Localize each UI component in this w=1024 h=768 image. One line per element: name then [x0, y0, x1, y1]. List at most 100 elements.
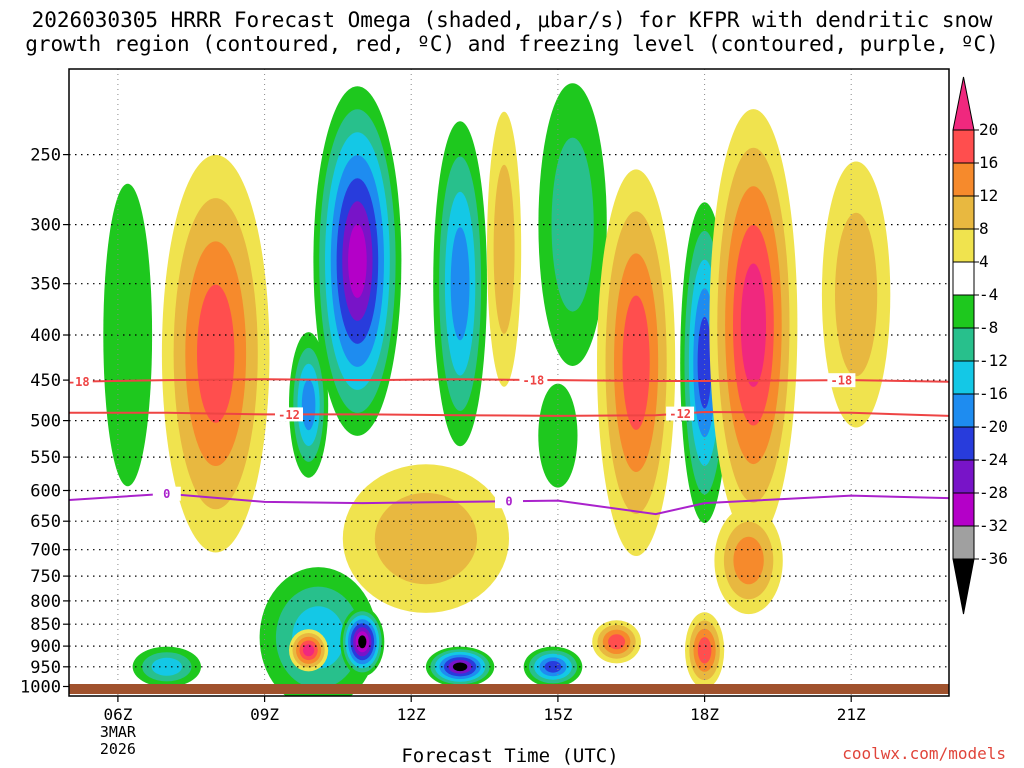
colorbar-label-1: 16: [979, 153, 998, 172]
y-tick-label-300: 300: [30, 216, 61, 236]
colorbar-swatch-10: [952, 426, 975, 461]
y-tick-label-1000: 1000: [20, 678, 61, 698]
omega-band-ascent-11Z-upper--32: [348, 224, 367, 298]
colorbar-swatch-14: [952, 558, 975, 615]
y-tick-label-950: 950: [30, 658, 61, 678]
omega-band-descent-19Z-20: [740, 263, 767, 387]
source-credit[interactable]: coolwx.com/models: [842, 744, 1006, 763]
colorbar-label-5: -4: [979, 285, 998, 304]
y-tick-label-350: 350: [30, 275, 61, 295]
contour-dendritic--18: [69, 378, 949, 383]
contour-label-bg-freezing-level-1: [495, 494, 523, 509]
x-tick-label-6: 06Z: [103, 705, 132, 724]
omega-band-descent-13Z-upper-8: [493, 164, 515, 334]
contour-lines: -18 -18 -18 -12 -12 0 0: [68, 372, 949, 516]
colorbar-swatch-8: [952, 360, 975, 395]
colorbar-label-3: 8: [979, 219, 989, 238]
colorbar-swatch-2: [952, 162, 975, 197]
omega-band-ascent-11Z-low--36: [358, 635, 367, 649]
contour-label-freezing-level-0: 0: [163, 487, 170, 501]
colorbar-label-12: -32: [979, 516, 1008, 535]
colorbar-swatch-1: [952, 129, 975, 164]
colorbar-label-6: -8: [979, 318, 998, 337]
y-tick-label-650: 650: [30, 512, 61, 532]
colorbar: 20 16 12 8 4 -4 -8 -12 -16 -20 -24 -28 -32 -36: [952, 76, 1008, 615]
contour-label-bg-dendritic--18-1: [519, 372, 548, 387]
colorbar-swatch-6: [952, 294, 975, 329]
x-tick-label-9: 09Z: [250, 705, 279, 724]
contour-label-dendritic--18-2: -18: [831, 374, 853, 388]
y-tick-label-550: 550: [30, 448, 61, 468]
colorbar-swatch-12: [952, 492, 975, 527]
x-tick-label-18: 18Z: [690, 705, 719, 724]
colorbar-label-9: -20: [979, 417, 1008, 436]
contour-dendritic--12: [69, 410, 949, 417]
omega-band-descent-19Z-mid-12: [733, 536, 764, 585]
contour-label-freezing-level-1: 0: [505, 495, 512, 509]
omega-shading: [103, 83, 891, 696]
omega-band-descent-18Z-low-16: [697, 637, 712, 664]
y-tick-label-500: 500: [30, 412, 61, 432]
omega-band-descent-12Z-mid-8: [374, 492, 477, 585]
colorbar-swatch-11: [952, 459, 975, 494]
colorbar-swatch-0: [952, 76, 975, 131]
omega-band-descent-08Z-16: [197, 284, 235, 423]
contour-label-bg-dendritic--12-0: [275, 407, 303, 422]
contour-label-bg-dendritic--12-1: [666, 406, 695, 421]
contour-label-bg-freezing-level-0: [152, 486, 181, 501]
y-tick-label-600: 600: [30, 482, 61, 502]
omega-band-descent-21Z-8: [835, 212, 878, 377]
colorbar-swatch-9: [952, 393, 975, 428]
chart-title: 2026030305 HRRR Forecast Omega (shaded, …: [0, 8, 1024, 56]
y-tick-label-750: 750: [30, 567, 61, 587]
y-tick-label-900: 900: [30, 637, 61, 657]
colorbar-label-2: 12: [979, 186, 998, 205]
plot-frame: [68, 68, 950, 697]
contour-label-dendritic--18-0: -18: [68, 375, 90, 389]
colorbar-label-13: -36: [979, 549, 1008, 568]
colorbar-label-8: -16: [979, 384, 1008, 403]
title-line-1: 2026030305 HRRR Forecast Omega (shaded, …: [31, 8, 993, 32]
contour-label-dendritic--12-0: -12: [278, 408, 300, 422]
y-tick-label-450: 450: [30, 371, 61, 391]
colorbar-swatch-4: [952, 228, 975, 263]
omega-band-descent-10Z-low-20: [303, 644, 315, 657]
x-tick-label-21: 21Z: [837, 705, 866, 724]
y-tick-label-800: 800: [30, 592, 61, 612]
title-line-2: growth region (contoured, red, ºC) and f…: [25, 32, 999, 56]
omega-band-ascent-07Z-low--16: [151, 657, 182, 676]
colorbar-label-4: 4: [979, 252, 989, 271]
colorbar-swatch-5: [952, 261, 975, 296]
contour-label-dendritic--18-1: -18: [523, 373, 545, 387]
grid-lines: [69, 69, 949, 696]
ground-strip: [69, 684, 949, 694]
x-tick-label-15: 15Z: [543, 705, 572, 724]
colorbar-label-10: -24: [979, 450, 1008, 469]
omega-band-ascent-10Z-mid--20: [301, 379, 316, 431]
x-start-label-0: 3MAR: [100, 723, 137, 741]
omega-band-ascent-15Z-upper--12: [551, 137, 594, 312]
y-tick-label-400: 400: [30, 326, 61, 346]
contour-label-bg-dendritic--18-0: [69, 374, 93, 389]
colorbar-label-7: -12: [979, 351, 1008, 370]
y-tick-label-700: 700: [30, 541, 61, 561]
omega-band-ascent-18Z--24: [697, 316, 712, 409]
contour-label-dendritic--12-1: -12: [669, 407, 691, 421]
colorbar-swatch-13: [952, 525, 975, 560]
x-start-label-1: 2026: [100, 740, 136, 758]
y-axis: 2503003504004505005506006507007508008509…: [20, 146, 69, 698]
contour-label-bg-dendritic--18-2: [827, 373, 856, 388]
omega-band-descent-17Z-16: [622, 295, 650, 430]
x-axis-label: Forecast Time (UTC): [401, 745, 619, 767]
colorbar-swatch-7: [952, 327, 975, 362]
colorbar-swatch-3: [952, 195, 975, 230]
omega-band-ascent-06Z-upper--8: [103, 183, 153, 487]
omega-band-descent-16Z-low-16: [608, 634, 626, 650]
omega-band-ascent-15Z-low--24: [544, 661, 562, 673]
y-tick-label-250: 250: [30, 146, 61, 166]
x-tick-label-12: 12Z: [397, 705, 426, 724]
colorbar-label-11: -28: [979, 483, 1008, 502]
omega-band-ascent-15Z-mid--8: [538, 383, 578, 488]
